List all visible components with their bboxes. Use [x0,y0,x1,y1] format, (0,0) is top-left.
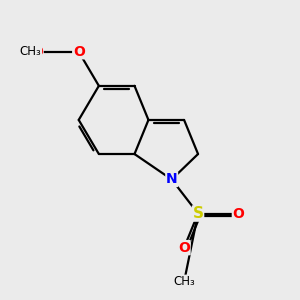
Text: O: O [31,45,43,59]
Text: N: N [166,172,178,186]
Text: O: O [178,241,190,255]
Text: O: O [73,45,85,59]
Text: CH₃: CH₃ [20,45,41,58]
Text: S: S [193,206,203,221]
Text: CH₃: CH₃ [173,275,195,288]
Text: O: O [232,206,244,220]
